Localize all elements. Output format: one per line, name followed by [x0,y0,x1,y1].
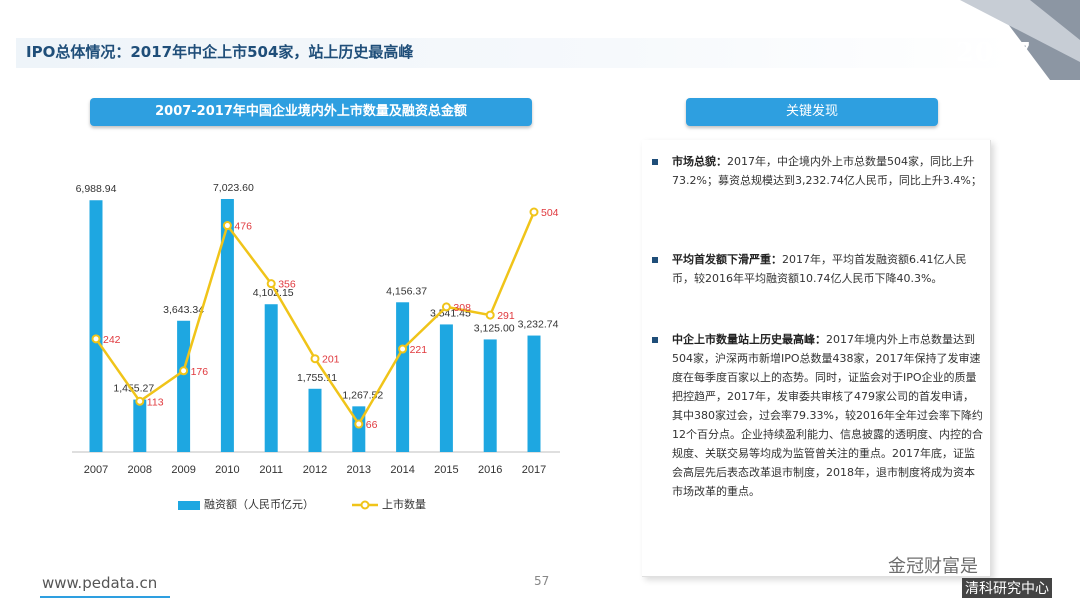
bar-label-2009: 3,643.34 [163,304,204,316]
page-number: 57 [534,574,550,588]
line-label-2009: 176 [191,366,209,378]
line-label-2015: 308 [453,302,471,314]
line-point-2007 [91,334,101,344]
x-tick-2016: 2016 [478,464,502,476]
footer-url[interactable]: www.pedata.cn [42,574,158,592]
finding-label: 中企上市数量站上历史最高峰： [672,333,826,346]
watermark: 金冠财富是 [888,556,978,577]
finding-avg-ipo: 平均首发额下滑严重：2017年，平均首发融资额6.41亿人民币，较2016年平均… [652,250,984,288]
bar-label-2016: 3,125.00 [474,322,515,334]
findings-title: 关键发现 [686,98,938,126]
x-tick-2013: 2013 [347,464,371,476]
legend-bar-label: 融资额（人民币亿元） [204,498,314,511]
line-label-2012: 201 [322,354,340,366]
x-tick-2012: 2012 [303,464,327,476]
bar-2007 [89,200,103,452]
x-tick-2010: 2010 [215,464,239,476]
finding-record-high: 中企上市数量站上历史最高峰：2017年境内外上市总数量达到504家，沪深两市新增… [652,330,984,501]
x-tick-2009: 2009 [171,464,195,476]
bar-label-2017: 3,232.74 [518,319,559,331]
line-point-2012 [310,354,320,364]
line-point-2008 [135,396,145,406]
bar-2009 [177,320,191,452]
legend-bar: 融资额（人民币亿元） [178,496,314,512]
bar-2016 [483,339,497,452]
line-point-2017 [529,207,539,217]
x-tick-2015: 2015 [434,464,458,476]
line-point-2016 [485,310,495,320]
legend-line-swatch [352,500,378,510]
line-label-2016: 291 [497,310,515,322]
bar-label-2007: 6,988.94 [76,183,117,195]
line-label-2011: 356 [278,279,296,291]
legend-line: 上市数量 [352,496,426,512]
line-point-2009 [179,366,189,376]
line-point-2015 [441,302,451,312]
bar-2013 [352,406,366,452]
corner-decoration [960,0,1080,80]
ipo-chart: 6,988.94 2007 1,455.27 2008 3,643.34 2009 7,02… [72,182,560,476]
bar-label-2008: 1,455.27 [113,383,154,395]
bullet-icon [652,159,658,165]
bar-label-2010: 7,023.60 [213,182,254,194]
line-label-2010: 476 [234,221,252,233]
findings-panel: 市场总貌：2017年，中企境内外上市总数量504家，同比上升73.2%；募资总规… [642,140,991,577]
finding-text: 2017年，中企境内外上市总数量504家，同比上升73.2%；募资总规模达到3,… [672,155,982,187]
line-label-2013: 66 [366,419,378,431]
line-label-2014: 221 [410,344,428,356]
legend-line-label: 上市数量 [382,498,426,511]
x-tick-2011: 2011 [259,464,283,476]
bar-label-2014: 4,156.37 [386,285,427,297]
footer-line [40,596,170,598]
line-label-2007: 242 [103,334,121,346]
watermark-sub: 清科研究中心 [962,578,1052,598]
page-title: IPO总体情况：2017年中企上市504家，站上历史最高峰 [26,43,414,61]
finding-label: 平均首发额下滑严重： [672,253,782,266]
line-point-2011 [266,279,276,289]
line-point-2014 [398,344,408,354]
bar-2010 [220,199,234,452]
line-point-2010 [222,221,232,231]
year-badge: 2017 [955,38,1032,68]
x-tick-2014: 2014 [390,464,414,476]
bullet-icon [652,337,658,343]
x-tick-2007: 2007 [84,464,108,476]
finding-market-overview: 市场总貌：2017年，中企境内外上市总数量504家，同比上升73.2%；募资总规… [652,152,984,190]
bar-2017 [527,335,541,452]
x-tick-2017: 2017 [522,464,546,476]
line-point-2013 [354,419,364,429]
legend-bar-swatch [178,500,200,510]
finding-label: 市场总貌： [672,155,727,168]
bar-2014 [396,302,410,452]
bar-2012 [308,388,322,452]
bar-2011 [264,304,278,452]
bar-2015 [439,324,453,452]
finding-text: 2017年，平均首发融资额6.41亿人民币，较2016年平均融资额10.74亿人… [672,253,967,285]
finding-text: 2017年境内外上市总数量达到504家，沪深两市新增IPO总数量438家，201… [672,333,983,498]
bar-2008 [133,399,147,452]
line-label-2008: 113 [147,396,164,408]
header-bar [16,38,1016,68]
bullet-icon [652,257,658,263]
chart-title: 2007-2017年中国企业境内外上市数量及融资总金额 [90,98,532,126]
line-label-2017: 504 [541,207,559,219]
x-tick-2008: 2008 [128,464,152,476]
bar-label-2011: 4,102.15 [253,287,294,299]
